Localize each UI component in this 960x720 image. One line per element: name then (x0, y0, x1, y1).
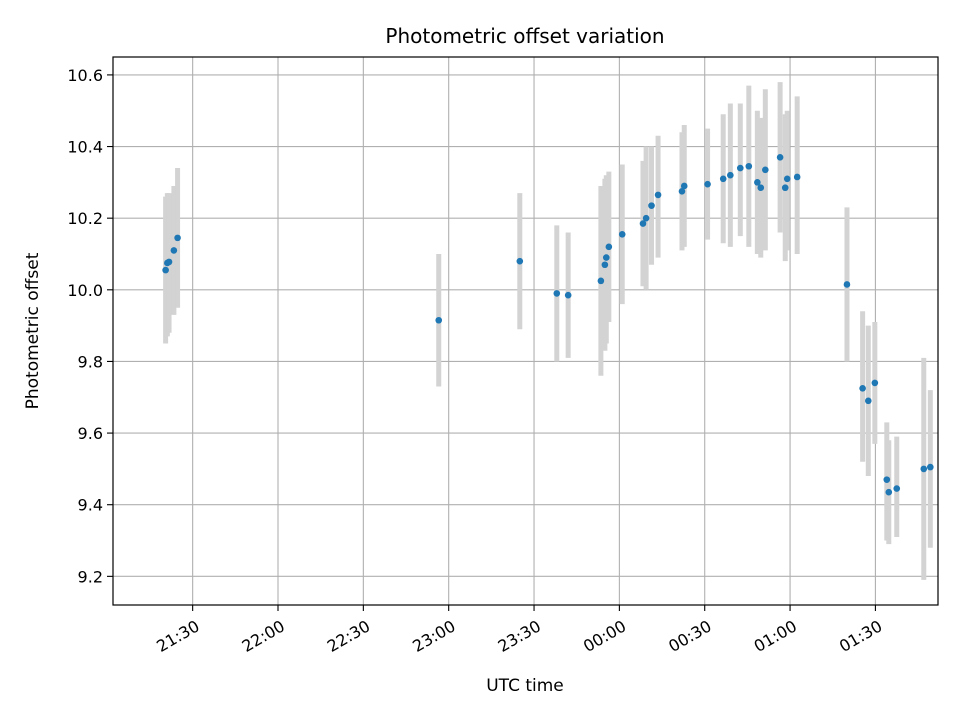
y-tick-label: 9.8 (78, 352, 103, 371)
data-point (165, 258, 173, 266)
y-axis-ticks: 9.2 9.4 9.6 9.8 10.0 10.2 10.4 10.6 (67, 66, 113, 586)
data-point (754, 179, 761, 186)
data-point (843, 281, 851, 288)
y-tick-label: 9.2 (78, 567, 103, 586)
data-point (564, 291, 572, 299)
data-point (883, 476, 891, 483)
data-point (601, 261, 609, 269)
data-point (757, 184, 765, 192)
data-point (871, 379, 879, 387)
data-point (170, 247, 178, 254)
data-point (516, 257, 524, 265)
data-point (597, 277, 605, 285)
data-point (745, 162, 753, 170)
data-point (553, 290, 561, 297)
data-point (648, 202, 655, 209)
data-point (736, 164, 744, 172)
data-point (920, 465, 928, 473)
x-axis-label: UTC time (486, 676, 564, 696)
y-tick-label: 10.2 (67, 209, 103, 228)
data-point (678, 188, 686, 195)
data-point (704, 180, 711, 188)
data-point (618, 230, 626, 238)
data-point (781, 184, 789, 192)
data-point (762, 166, 769, 174)
data-points (162, 153, 934, 496)
data-point (602, 254, 610, 261)
y-tick-label: 10.4 (67, 138, 103, 157)
data-point (162, 266, 169, 274)
y-tick-label: 10.0 (67, 281, 103, 300)
data-point (174, 234, 181, 242)
y-tick-label: 10.6 (67, 66, 103, 85)
y-axis-label: Photometric offset (23, 252, 43, 409)
data-point (776, 153, 784, 161)
data-point (639, 220, 647, 227)
data-point (793, 173, 801, 181)
data-point (927, 463, 934, 471)
y-tick-label: 9.6 (78, 424, 103, 443)
data-point (893, 485, 901, 492)
data-point (680, 182, 688, 190)
data-point (783, 175, 791, 183)
data-point (654, 191, 662, 199)
data-point (865, 397, 872, 405)
grid (113, 57, 938, 605)
data-point (719, 175, 727, 183)
data-point (727, 171, 734, 179)
data-point (642, 214, 650, 222)
data-point (605, 243, 613, 251)
y-tick-label: 9.4 (78, 496, 103, 515)
data-point (435, 316, 443, 324)
data-point (885, 488, 893, 496)
chart-title: Photometric offset variation (385, 24, 664, 48)
plot-frame (112, 56, 939, 606)
data-point (859, 385, 866, 392)
